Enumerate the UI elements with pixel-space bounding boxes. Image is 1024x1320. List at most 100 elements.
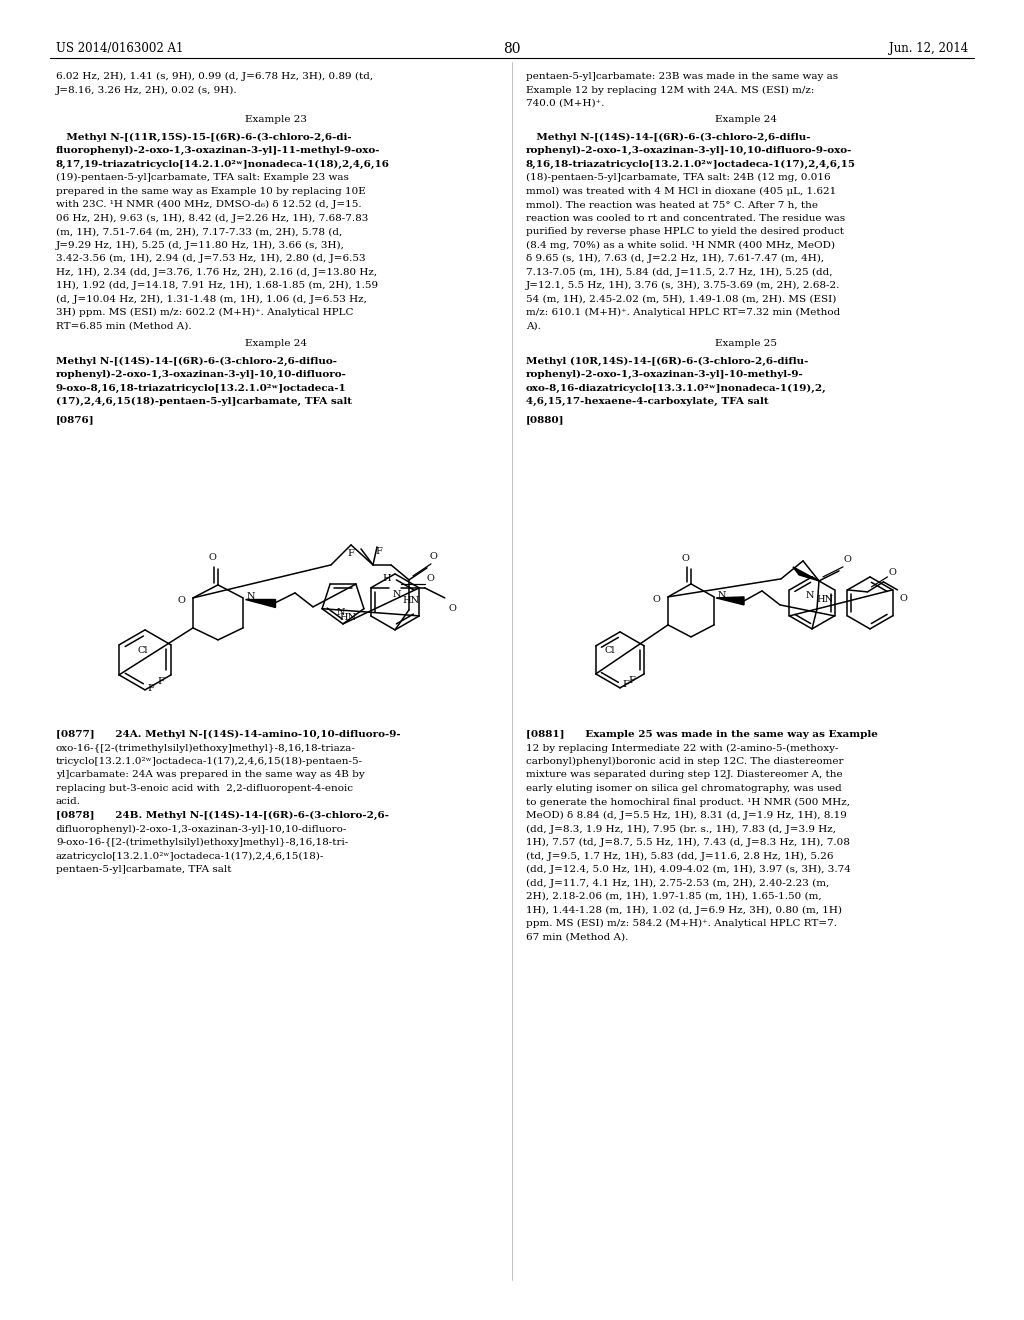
Text: O: O (449, 605, 457, 612)
Text: US 2014/0163002 A1: US 2014/0163002 A1 (56, 42, 183, 55)
Text: 7.13-7.05 (m, 1H), 5.84 (dd, J=11.5, 2.7 Hz, 1H), 5.25 (dd,: 7.13-7.05 (m, 1H), 5.84 (dd, J=11.5, 2.7… (526, 268, 833, 277)
Text: Jun. 12, 2014: Jun. 12, 2014 (889, 42, 968, 55)
Text: 1H), 7.57 (td, J=8.7, 5.5 Hz, 1H), 7.43 (d, J=8.3 Hz, 1H), 7.08: 1H), 7.57 (td, J=8.7, 5.5 Hz, 1H), 7.43 … (526, 838, 850, 847)
Text: 06 Hz, 2H), 9.63 (s, 1H), 8.42 (d, J=2.26 Hz, 1H), 7.68-7.83: 06 Hz, 2H), 9.63 (s, 1H), 8.42 (d, J=2.2… (56, 214, 369, 223)
Text: m/z: 610.1 (M+H)⁺. Analytical HPLC RT=7.32 min (Method: m/z: 610.1 (M+H)⁺. Analytical HPLC RT=7.… (526, 309, 841, 317)
Text: (18)-pentaen-5-yl]carbamate, TFA salt: 24B (12 mg, 0.016: (18)-pentaen-5-yl]carbamate, TFA salt: 2… (526, 173, 830, 182)
Text: O: O (427, 574, 434, 583)
Text: tricyclo[13.2.1.0²ʷ]octadeca-1(17),2,4,6,15(18)-pentaen-5-: tricyclo[13.2.1.0²ʷ]octadeca-1(17),2,4,6… (56, 756, 364, 766)
Text: Example 24: Example 24 (245, 339, 307, 348)
Text: Cl: Cl (605, 645, 615, 655)
Text: N: N (337, 609, 345, 616)
Text: mmol) was treated with 4 M HCl in dioxane (405 μL, 1.621: mmol) was treated with 4 M HCl in dioxan… (526, 186, 837, 195)
Text: oxo-16-{[2-(trimethylsilyl)ethoxy]methyl}-8,16,18-triaza-: oxo-16-{[2-(trimethylsilyl)ethoxy]methyl… (56, 743, 356, 752)
Text: Cl: Cl (137, 645, 147, 655)
Text: (dd, J=11.7, 4.1 Hz, 1H), 2.75-2.53 (m, 2H), 2.40-2.23 (m,: (dd, J=11.7, 4.1 Hz, 1H), 2.75-2.53 (m, … (526, 878, 829, 887)
Text: 3H) ppm. MS (ESI) m/z: 602.2 (M+H)⁺. Analytical HPLC: 3H) ppm. MS (ESI) m/z: 602.2 (M+H)⁺. Ana… (56, 309, 353, 317)
Text: F: F (347, 549, 354, 558)
Text: pentaen-5-yl]carbamate, TFA salt: pentaen-5-yl]carbamate, TFA salt (56, 865, 231, 874)
Text: (17),2,4,6,15(18)-pentaen-5-yl]carbamate, TFA salt: (17),2,4,6,15(18)-pentaen-5-yl]carbamate… (56, 397, 352, 407)
Polygon shape (793, 566, 819, 581)
Text: (dd, J=8.3, 1.9 Hz, 1H), 7.95 (br. s., 1H), 7.83 (d, J=3.9 Hz,: (dd, J=8.3, 1.9 Hz, 1H), 7.95 (br. s., 1… (526, 825, 836, 833)
Text: pentaen-5-yl]carbamate: 23B was made in the same way as: pentaen-5-yl]carbamate: 23B was made in … (526, 73, 838, 81)
Text: O: O (208, 553, 216, 562)
Text: mixture was separated during step 12J. Diastereomer A, the: mixture was separated during step 12J. D… (526, 771, 843, 779)
Text: O: O (429, 552, 437, 561)
Text: oxo-8,16-diazatricyclo[13.3.1.0²ʷ]nonadeca-1(19),2,: oxo-8,16-diazatricyclo[13.3.1.0²ʷ]nonade… (526, 384, 826, 393)
Text: δ 9.65 (s, 1H), 7.63 (d, J=2.2 Hz, 1H), 7.61-7.47 (m, 4H),: δ 9.65 (s, 1H), 7.63 (d, J=2.2 Hz, 1H), … (526, 255, 824, 264)
Text: O: O (889, 568, 896, 577)
Text: (19)-pentaen-5-yl]carbamate, TFA salt: Example 23 was: (19)-pentaen-5-yl]carbamate, TFA salt: E… (56, 173, 349, 182)
Text: prepared in the same way as Example 10 by replacing 10E: prepared in the same way as Example 10 b… (56, 186, 366, 195)
Text: 9-oxo-16-{[2-(trimethylsilyl)ethoxy]methyl}-8,16,18-tri-: 9-oxo-16-{[2-(trimethylsilyl)ethoxy]meth… (56, 838, 348, 847)
Text: 54 (m, 1H), 2.45-2.02 (m, 5H), 1.49-1.08 (m, 2H). MS (ESI): 54 (m, 1H), 2.45-2.02 (m, 5H), 1.49-1.08… (526, 294, 837, 304)
Text: 12 by replacing Intermediate 22 with (2-amino-5-(methoxy-: 12 by replacing Intermediate 22 with (2-… (526, 743, 839, 752)
Text: Methyl N-[(14S)-14-[(6R)-6-(3-chloro-2,6-difluo-: Methyl N-[(14S)-14-[(6R)-6-(3-chloro-2,6… (56, 356, 337, 366)
Text: yl]carbamate: 24A was prepared in the same way as 4B by: yl]carbamate: 24A was prepared in the sa… (56, 771, 365, 779)
Text: 8,17,19-triazatricyclo[14.2.1.0²ʷ]nonadeca-1(18),2,4,6,16: 8,17,19-triazatricyclo[14.2.1.0²ʷ]nonade… (56, 160, 390, 169)
Text: carbonyl)phenyl)boronic acid in step 12C. The diastereomer: carbonyl)phenyl)boronic acid in step 12C… (526, 756, 844, 766)
Text: F: F (147, 684, 154, 693)
Text: A).: A). (526, 322, 541, 331)
Text: with 23C. ¹H NMR (400 MHz, DMSO-d₆) δ 12.52 (d, J=15.: with 23C. ¹H NMR (400 MHz, DMSO-d₆) δ 12… (56, 201, 361, 210)
Text: early eluting isomer on silica gel chromatography, was used: early eluting isomer on silica gel chrom… (526, 784, 842, 793)
Text: [0878]  24B. Methyl N-[(14S)-14-[(6R)-6-(3-chloro-2,6-: [0878] 24B. Methyl N-[(14S)-14-[(6R)-6-(… (56, 810, 389, 820)
Text: replacing but-3-enoic acid with  2,2-difluoropent-4-enoic: replacing but-3-enoic acid with 2,2-difl… (56, 784, 353, 793)
Text: O: O (899, 594, 907, 603)
Text: (dd, J=12.4, 5.0 Hz, 1H), 4.09-4.02 (m, 1H), 3.97 (s, 3H), 3.74: (dd, J=12.4, 5.0 Hz, 1H), 4.09-4.02 (m, … (526, 865, 851, 874)
Text: 4,6,15,17-hexaene-4-carboxylate, TFA salt: 4,6,15,17-hexaene-4-carboxylate, TFA sal… (526, 397, 769, 407)
Text: N: N (806, 591, 814, 599)
Text: F: F (629, 676, 635, 685)
Text: Hz, 1H), 2.34 (dd, J=3.76, 1.76 Hz, 2H), 2.16 (d, J=13.80 Hz,: Hz, 1H), 2.34 (dd, J=3.76, 1.76 Hz, 2H),… (56, 268, 377, 277)
Text: Example 24: Example 24 (715, 115, 777, 124)
Text: (8.4 mg, 70%) as a white solid. ¹H NMR (400 MHz, MeOD): (8.4 mg, 70%) as a white solid. ¹H NMR (… (526, 240, 835, 249)
Text: Example 12 by replacing 12M with 24A. MS (ESI) m/z:: Example 12 by replacing 12M with 24A. MS… (526, 86, 814, 95)
Polygon shape (245, 599, 275, 607)
Text: 8,16,18-triazatricyclo[13.2.1.0²ʷ]octadeca-1(17),2,4,6,15: 8,16,18-triazatricyclo[13.2.1.0²ʷ]octade… (526, 160, 856, 169)
Text: fluorophenyl)-2-oxo-1,3-oxazinan-3-yl]-11-methyl-9-oxo-: fluorophenyl)-2-oxo-1,3-oxazinan-3-yl]-1… (56, 147, 381, 156)
Text: difluorophenyl)-2-oxo-1,3-oxazinan-3-yl]-10,10-difluoro-: difluorophenyl)-2-oxo-1,3-oxazinan-3-yl]… (56, 825, 347, 833)
Text: H: H (382, 574, 391, 583)
Text: 67 min (Method A).: 67 min (Method A). (526, 932, 629, 941)
Text: N: N (718, 591, 726, 599)
Text: HN: HN (816, 595, 834, 605)
Text: N: N (247, 591, 256, 601)
Text: MeOD) δ 8.84 (d, J=5.5 Hz, 1H), 8.31 (d, J=1.9 Hz, 1H), 8.19: MeOD) δ 8.84 (d, J=5.5 Hz, 1H), 8.31 (d,… (526, 810, 847, 820)
Text: 80: 80 (503, 42, 521, 55)
Text: rophenyl)-2-oxo-1,3-oxazinan-3-yl]-10,10-difluoro-9-oxo-: rophenyl)-2-oxo-1,3-oxazinan-3-yl]-10,10… (526, 147, 852, 156)
Text: 2H), 2.18-2.06 (m, 1H), 1.97-1.85 (m, 1H), 1.65-1.50 (m,: 2H), 2.18-2.06 (m, 1H), 1.97-1.85 (m, 1H… (526, 892, 821, 902)
Text: 9-oxo-8,16,18-triazatricyclo[13.2.1.0²ʷ]octadeca-1: 9-oxo-8,16,18-triazatricyclo[13.2.1.0²ʷ]… (56, 384, 347, 393)
Text: (m, 1H), 7.51-7.64 (m, 2H), 7.17-7.33 (m, 2H), 5.78 (d,: (m, 1H), 7.51-7.64 (m, 2H), 7.17-7.33 (m… (56, 227, 342, 236)
Text: J=12.1, 5.5 Hz, 1H), 3.76 (s, 3H), 3.75-3.69 (m, 2H), 2.68-2.: J=12.1, 5.5 Hz, 1H), 3.76 (s, 3H), 3.75-… (526, 281, 841, 290)
Text: azatricyclo[13.2.1.0²ʷ]octadeca-1(17),2,4,6,15(18)-: azatricyclo[13.2.1.0²ʷ]octadeca-1(17),2,… (56, 851, 325, 861)
Text: [0881]  Example 25 was made in the same way as Example: [0881] Example 25 was made in the same w… (526, 730, 878, 739)
Text: HN: HN (402, 595, 420, 605)
Text: reaction was cooled to rt and concentrated. The residue was: reaction was cooled to rt and concentrat… (526, 214, 845, 223)
Text: F: F (376, 546, 382, 556)
Text: mmol). The reaction was heated at 75° C. After 7 h, the: mmol). The reaction was heated at 75° C.… (526, 201, 818, 210)
Text: O: O (652, 595, 659, 605)
Text: O: O (681, 554, 689, 562)
Text: Methyl (10R,14S)-14-[(6R)-6-(3-chloro-2,6-diflu-: Methyl (10R,14S)-14-[(6R)-6-(3-chloro-2,… (526, 356, 808, 366)
Text: HN: HN (339, 612, 356, 622)
Text: 1H), 1.92 (dd, J=14.18, 7.91 Hz, 1H), 1.68-1.85 (m, 2H), 1.59: 1H), 1.92 (dd, J=14.18, 7.91 Hz, 1H), 1.… (56, 281, 378, 290)
Text: 6.02 Hz, 2H), 1.41 (s, 9H), 0.99 (d, J=6.78 Hz, 3H), 0.89 (td,: 6.02 Hz, 2H), 1.41 (s, 9H), 0.99 (d, J=6… (56, 73, 373, 81)
Text: acid.: acid. (56, 797, 81, 807)
Text: RT=6.85 min (Method A).: RT=6.85 min (Method A). (56, 322, 191, 331)
Text: Example 23: Example 23 (245, 115, 307, 124)
Text: to generate the homochiral final product. ¹H NMR (500 MHz,: to generate the homochiral final product… (526, 797, 850, 807)
Text: Methyl N-[(11R,15S)-15-[(6R)-6-(3-chloro-2,6-di-: Methyl N-[(11R,15S)-15-[(6R)-6-(3-chloro… (56, 133, 351, 141)
Text: (d, J=10.04 Hz, 2H), 1.31-1.48 (m, 1H), 1.06 (d, J=6.53 Hz,: (d, J=10.04 Hz, 2H), 1.31-1.48 (m, 1H), … (56, 294, 367, 304)
Text: Methyl N-[(14S)-14-[(6R)-6-(3-chloro-2,6-diflu-: Methyl N-[(14S)-14-[(6R)-6-(3-chloro-2,6… (526, 133, 811, 141)
Text: N: N (392, 590, 401, 599)
Text: [0877]  24A. Methyl N-[(14S)-14-amino-10,10-difluoro-9-: [0877] 24A. Methyl N-[(14S)-14-amino-10,… (56, 730, 400, 739)
Text: [0880]: [0880] (526, 414, 564, 424)
Text: 1H), 1.44-1.28 (m, 1H), 1.02 (d, J=6.9 Hz, 3H), 0.80 (m, 1H): 1H), 1.44-1.28 (m, 1H), 1.02 (d, J=6.9 H… (526, 906, 842, 915)
Text: F: F (622, 680, 629, 689)
Text: 740.0 (M+H)⁺.: 740.0 (M+H)⁺. (526, 99, 604, 108)
Text: O: O (177, 595, 185, 605)
Text: [0876]: [0876] (56, 414, 94, 424)
Text: J=9.29 Hz, 1H), 5.25 (d, J=11.80 Hz, 1H), 3.66 (s, 3H),: J=9.29 Hz, 1H), 5.25 (d, J=11.80 Hz, 1H)… (56, 240, 345, 249)
Text: F: F (157, 677, 164, 686)
Text: (td, J=9.5, 1.7 Hz, 1H), 5.83 (dd, J=11.6, 2.8 Hz, 1H), 5.26: (td, J=9.5, 1.7 Hz, 1H), 5.83 (dd, J=11.… (526, 851, 834, 861)
